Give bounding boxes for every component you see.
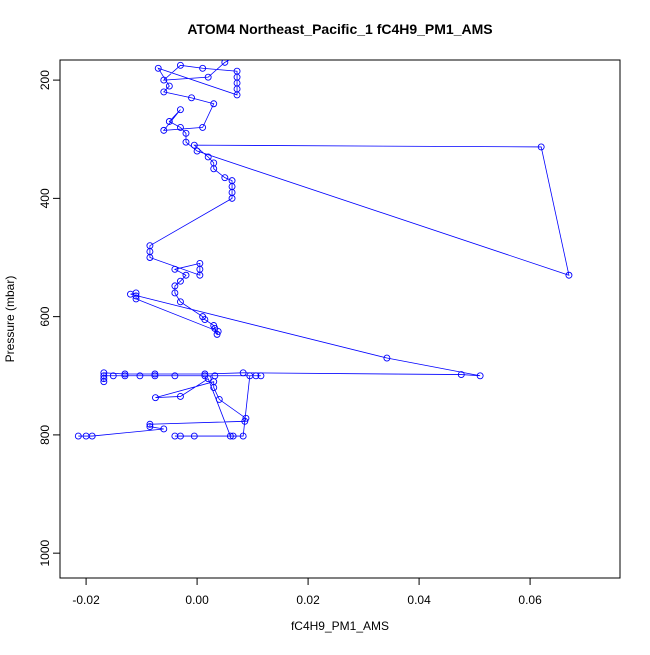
data-point <box>109 372 117 380</box>
data-point <box>221 174 229 182</box>
data-point <box>171 265 179 273</box>
data-point <box>190 141 198 149</box>
data-point <box>160 88 168 96</box>
data-point <box>199 313 207 321</box>
data-point <box>100 378 108 386</box>
data-point <box>176 123 184 131</box>
x-tick-label: 0.04 <box>407 593 431 607</box>
data-point <box>457 371 465 379</box>
data-point <box>165 82 173 90</box>
data-point <box>226 432 234 440</box>
data-point <box>176 61 184 69</box>
y-tick-label: 800 <box>38 425 52 445</box>
data-point <box>160 76 168 84</box>
x-axis-label: fC4H9_PM1_AMS <box>291 619 389 633</box>
data-point <box>171 289 179 297</box>
data-point <box>244 48 250 54</box>
data-point <box>171 282 179 290</box>
data-point <box>182 129 190 137</box>
data-point <box>199 64 207 72</box>
data-point <box>199 123 207 131</box>
x-tick-label: -0.02 <box>72 593 100 607</box>
data-point <box>233 67 241 75</box>
data-point <box>154 64 162 72</box>
y-tick-label: 200 <box>38 70 52 90</box>
y-axis-label: Pressure (mbar) <box>3 276 17 363</box>
data-point <box>160 126 168 134</box>
data-point <box>193 147 201 155</box>
data-point <box>176 277 184 285</box>
data-point <box>241 417 249 425</box>
data-point <box>210 322 218 329</box>
data-point <box>182 271 190 279</box>
data-point <box>88 432 96 440</box>
data-point <box>537 143 545 151</box>
data-point <box>383 354 391 362</box>
data-point <box>132 292 140 300</box>
data-point <box>136 372 144 380</box>
data-point <box>257 372 265 380</box>
data-point <box>146 420 154 428</box>
data-point <box>146 242 154 250</box>
data-point <box>211 372 219 380</box>
data-point <box>190 432 198 440</box>
data-point <box>176 393 184 400</box>
data-point <box>239 432 247 440</box>
data-point <box>201 372 209 380</box>
data-point <box>121 370 129 378</box>
data-point <box>171 372 179 380</box>
data-point <box>476 372 484 380</box>
data-point <box>242 414 250 422</box>
data-point <box>74 432 82 440</box>
y-tick-label: 1000 <box>38 539 52 566</box>
data-point <box>229 432 237 440</box>
x-tick-label: 0.02 <box>296 593 320 607</box>
y-tick-label: 600 <box>38 306 52 326</box>
data-point <box>252 372 260 380</box>
plot-area <box>74 48 573 440</box>
data-point <box>121 372 129 380</box>
data-point <box>176 106 184 114</box>
data-point <box>210 100 218 108</box>
data-point <box>176 432 184 440</box>
data-point <box>201 370 209 378</box>
data-point <box>204 73 212 81</box>
data-point <box>176 298 184 306</box>
data-point <box>160 425 168 433</box>
data-point <box>213 330 221 338</box>
x-tick-label: 0.06 <box>518 593 542 607</box>
data-point <box>210 159 218 167</box>
data-point <box>100 369 108 377</box>
data-point <box>182 138 190 146</box>
data-point <box>215 395 223 403</box>
data-point <box>221 60 229 66</box>
data-point <box>151 370 159 378</box>
data-point <box>146 423 154 431</box>
data-point <box>152 394 159 402</box>
chart-title: ATOM4 Northeast_Pacific_1 fC4H9_PM1_AMS <box>187 21 492 37</box>
data-point <box>196 271 204 279</box>
data-point <box>151 372 159 380</box>
data-point <box>228 177 236 185</box>
data-point <box>565 271 573 279</box>
data-point <box>165 118 173 125</box>
data-point <box>188 94 195 102</box>
y-tick-label: 400 <box>38 188 52 208</box>
data-point <box>204 153 212 161</box>
plot-frame <box>59 59 621 579</box>
data-line <box>78 60 570 437</box>
data-point <box>239 369 247 377</box>
x-tick-label: 0.00 <box>185 593 209 607</box>
data-point <box>132 295 140 303</box>
data-point <box>211 325 219 332</box>
